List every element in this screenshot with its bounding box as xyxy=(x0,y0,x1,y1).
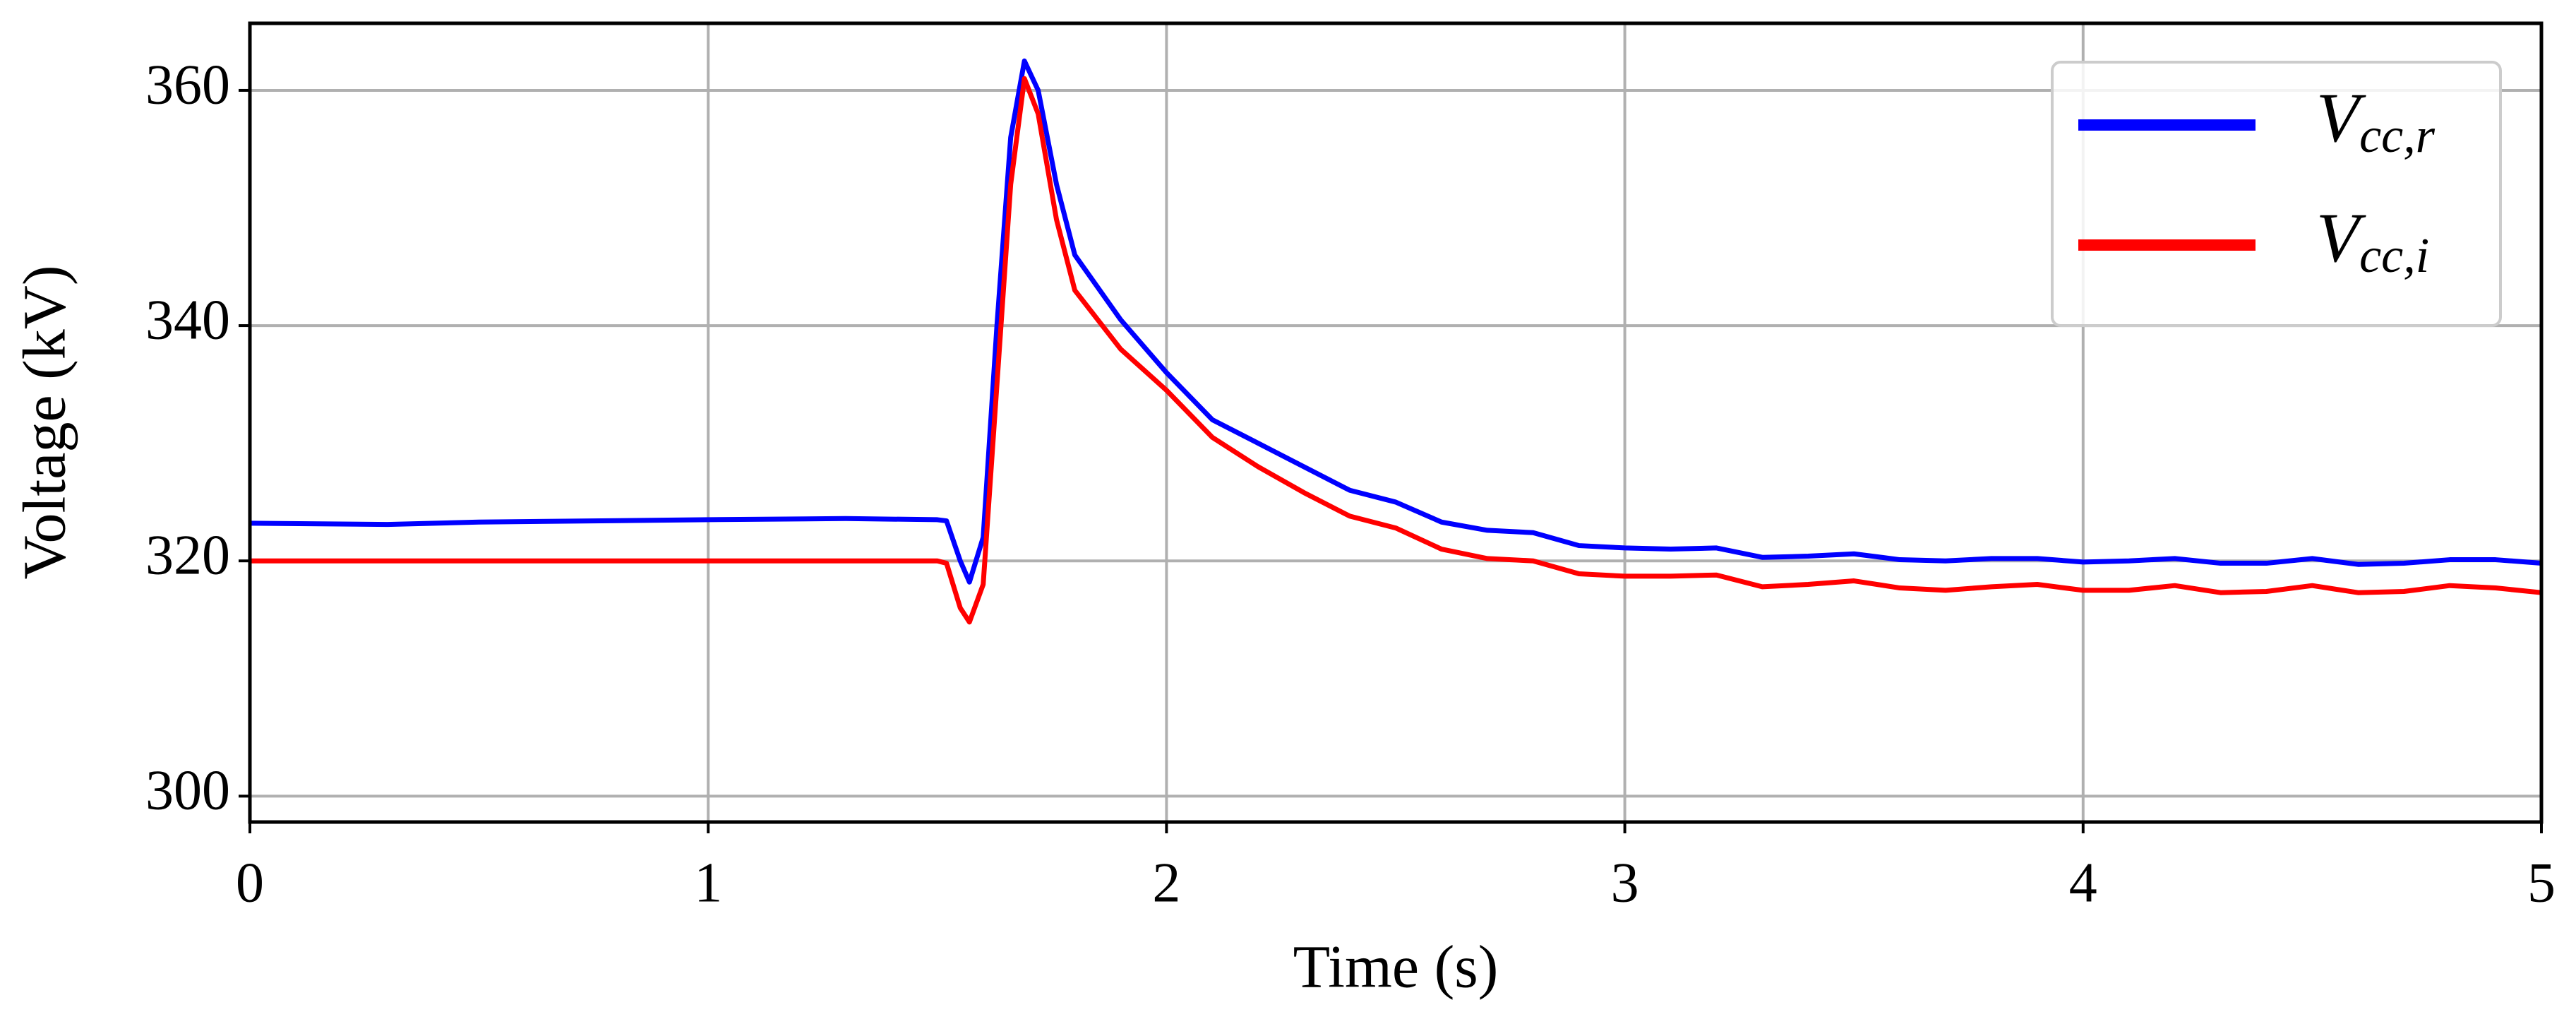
x-tick-label: 5 xyxy=(2527,852,2556,914)
x-tick-label: 2 xyxy=(1152,852,1180,914)
x-tick-label: 4 xyxy=(2069,852,2097,914)
y-tick-label: 360 xyxy=(145,54,230,116)
x-tick-label: 1 xyxy=(694,852,722,914)
y-axis-label: Voltage (kV) xyxy=(11,265,78,579)
legend: Vcc,r Vcc,i xyxy=(2051,61,2502,327)
y-tick-label: 320 xyxy=(145,525,230,587)
legend-label: Vcc,r xyxy=(2316,78,2436,163)
y-tick-label: 340 xyxy=(145,289,230,351)
series-line xyxy=(249,58,2542,585)
x-tick-label: 0 xyxy=(236,852,264,914)
series-line xyxy=(250,76,2542,625)
x-tick-label: 3 xyxy=(1611,852,1639,914)
y-tick-label: 300 xyxy=(145,760,230,822)
x-axis-label: Time (s) xyxy=(1293,933,1499,1001)
legend-label: Vcc,i xyxy=(2316,198,2429,283)
plot-frame xyxy=(248,21,2544,824)
legend-box xyxy=(2051,61,2502,327)
